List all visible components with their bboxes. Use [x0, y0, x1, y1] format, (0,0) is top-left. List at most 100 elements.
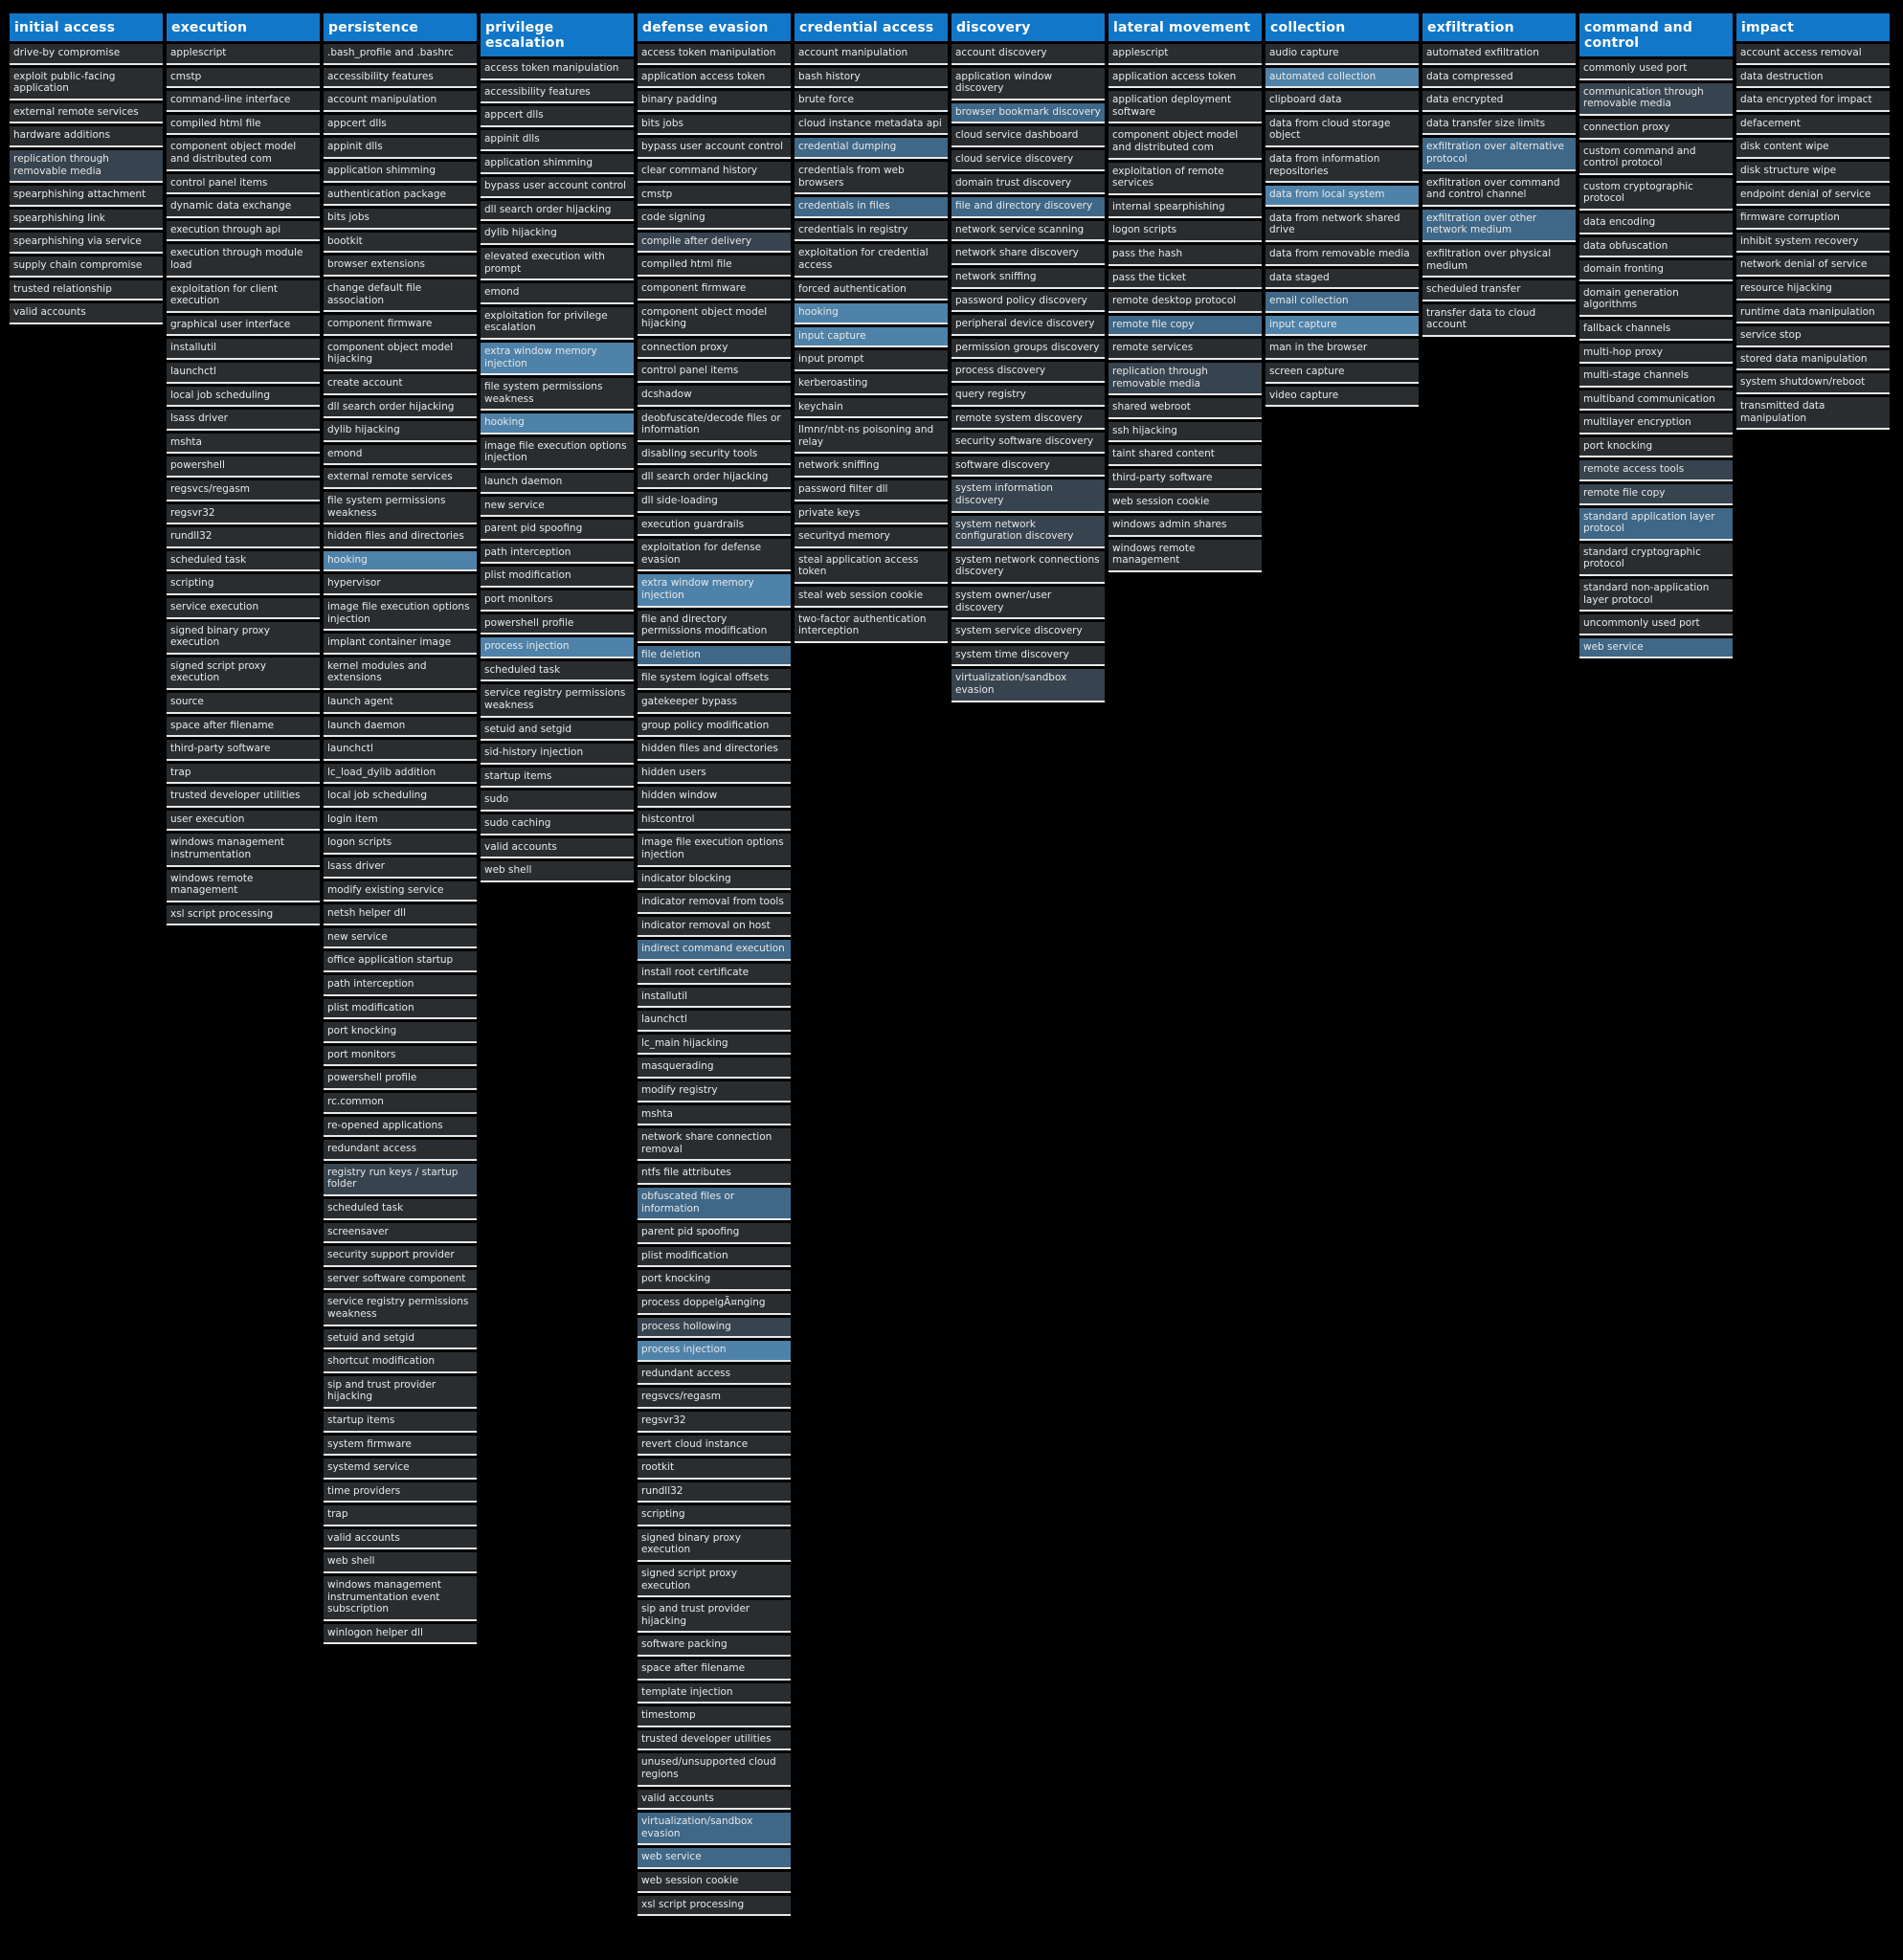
technique-domain-fronting[interactable]: domain fronting	[1579, 260, 1733, 281]
technique-winlogon-helper-dll[interactable]: winlogon helper dll	[324, 1623, 477, 1645]
technique-dynamic-data-exchange[interactable]: dynamic data exchange	[167, 197, 320, 218]
technique-credential-dumping[interactable]: credential dumping	[795, 138, 948, 160]
technique-security-software-discovery[interactable]: security software discovery	[952, 433, 1105, 454]
technique-image-file-execution-options-injection[interactable]: image file execution options injection	[481, 436, 634, 471]
technique-valid-accounts[interactable]: valid accounts	[481, 837, 634, 859]
technique-file-and-directory-discovery[interactable]: file and directory discovery	[952, 197, 1105, 218]
technique-peripheral-device-discovery[interactable]: peripheral device discovery	[952, 315, 1105, 336]
technique-cmstp[interactable]: cmstp	[167, 67, 320, 89]
technique-deobfuscate-decode-files-or-information[interactable]: deobfuscate/decode files or information	[638, 409, 791, 442]
technique-transmitted-data-manipulation[interactable]: transmitted data manipulation	[1736, 397, 1890, 431]
technique-custom-command-and-control-protocol[interactable]: custom command and control protocol	[1579, 142, 1733, 175]
technique-hidden-users[interactable]: hidden users	[638, 763, 791, 785]
technique-credentials-in-registry[interactable]: credentials in registry	[795, 220, 948, 242]
technique-exploitation-for-credential-access[interactable]: exploitation for credential access	[795, 244, 948, 278]
technique-local-job-scheduling[interactable]: local job scheduling	[324, 787, 477, 808]
technique-standard-application-layer-protocol[interactable]: standard application layer protocol	[1579, 507, 1733, 541]
technique-virtualization-sandbox-evasion[interactable]: virtualization/sandbox evasion	[952, 669, 1105, 702]
technique-component-object-model-and-distributed-com[interactable]: component object model and distributed c…	[167, 138, 320, 171]
technique-domain-generation-algorithms[interactable]: domain generation algorithms	[1579, 283, 1733, 317]
technique-standard-cryptographic-protocol[interactable]: standard cryptographic protocol	[1579, 543, 1733, 577]
technique-create-account[interactable]: create account	[324, 374, 477, 395]
technique-security-support-provider[interactable]: security support provider	[324, 1246, 477, 1267]
technique-steal-web-session-cookie[interactable]: steal web session cookie	[795, 586, 948, 608]
technique-ssh-hijacking[interactable]: ssh hijacking	[1108, 421, 1262, 443]
technique-file-system-logical-offsets[interactable]: file system logical offsets	[638, 669, 791, 690]
technique-netsh-helper-dll[interactable]: netsh helper dll	[324, 904, 477, 925]
technique-histcontrol[interactable]: histcontrol	[638, 810, 791, 832]
technique-video-capture[interactable]: video capture	[1265, 386, 1419, 408]
technique-virtualization-sandbox-evasion[interactable]: virtualization/sandbox evasion	[638, 1813, 791, 1846]
technique-xsl-script-processing[interactable]: xsl script processing	[638, 1895, 791, 1917]
technique-access-token-manipulation[interactable]: access token manipulation	[481, 59, 634, 80]
technique-gatekeeper-bypass[interactable]: gatekeeper bypass	[638, 692, 791, 714]
technique-supply-chain-compromise[interactable]: supply chain compromise	[10, 256, 163, 278]
technique-windows-management-instrumentation-event-subscription[interactable]: windows management instrumentation event…	[324, 1576, 477, 1621]
technique-rc-common[interactable]: rc.common	[324, 1093, 477, 1114]
technique-runtime-data-manipulation[interactable]: runtime data manipulation	[1736, 302, 1890, 324]
technique-network-sniffing[interactable]: network sniffing	[795, 457, 948, 478]
technique-web-shell[interactable]: web shell	[481, 861, 634, 882]
technique-remote-file-copy[interactable]: remote file copy	[1579, 484, 1733, 505]
technique-regsvr32[interactable]: regsvr32	[638, 1411, 791, 1433]
technique-sid-history-injection[interactable]: sid-history injection	[481, 744, 634, 765]
technique-dll-side-loading[interactable]: dll side-loading	[638, 491, 791, 513]
technique-install-root-certificate[interactable]: install root certificate	[638, 964, 791, 985]
technique-powershell-profile[interactable]: powershell profile	[481, 613, 634, 635]
technique-port-knocking[interactable]: port knocking	[324, 1022, 477, 1043]
technique-hidden-files-and-directories[interactable]: hidden files and directories	[638, 740, 791, 761]
technique-endpoint-denial-of-service[interactable]: endpoint denial of service	[1736, 185, 1890, 207]
technique-dll-search-order-hijacking[interactable]: dll search order hijacking	[481, 200, 634, 222]
technique-file-and-directory-permissions-modification[interactable]: file and directory permissions modificat…	[638, 610, 791, 643]
technique-installutil[interactable]: installutil	[638, 987, 791, 1009]
technique-process-discovery[interactable]: process discovery	[952, 362, 1105, 383]
technique-access-token-manipulation[interactable]: access token manipulation	[638, 44, 791, 65]
technique-lsass-driver[interactable]: lsass driver	[324, 858, 477, 879]
technique-data-transfer-size-limits[interactable]: data transfer size limits	[1422, 114, 1576, 136]
technique-inhibit-system-recovery[interactable]: inhibit system recovery	[1736, 232, 1890, 254]
technique-stored-data-manipulation[interactable]: stored data manipulation	[1736, 349, 1890, 371]
technique-emond[interactable]: emond	[481, 283, 634, 304]
technique-data-from-information-repositories[interactable]: data from information repositories	[1265, 150, 1419, 184]
technique-third-party-software[interactable]: third-party software	[1108, 468, 1262, 490]
technique-timestomp[interactable]: timestomp	[638, 1706, 791, 1727]
technique-account-manipulation[interactable]: account manipulation	[324, 91, 477, 112]
technique-authentication-package[interactable]: authentication package	[324, 185, 477, 207]
technique-kernel-modules-and-extensions[interactable]: kernel modules and extensions	[324, 657, 477, 690]
technique-password-filter-dll[interactable]: password filter dll	[795, 479, 948, 501]
technique-regsvcs-regasm[interactable]: regsvcs/regasm	[638, 1388, 791, 1409]
technique-change-default-file-association[interactable]: change default file association	[324, 279, 477, 313]
technique-web-session-cookie[interactable]: web session cookie	[638, 1871, 791, 1893]
technique-login-item[interactable]: login item	[324, 810, 477, 832]
technique-installutil[interactable]: installutil	[167, 339, 320, 360]
technique-launch-daemon[interactable]: launch daemon	[481, 473, 634, 494]
technique-brute-force[interactable]: brute force	[795, 91, 948, 112]
technique-cloud-service-dashboard[interactable]: cloud service dashboard	[952, 126, 1105, 148]
technique-web-shell[interactable]: web shell	[324, 1552, 477, 1574]
technique-rootkit[interactable]: rootkit	[638, 1459, 791, 1480]
technique-indirect-command-execution[interactable]: indirect command execution	[638, 940, 791, 962]
technique-data-compressed[interactable]: data compressed	[1422, 67, 1576, 89]
technique-path-interception[interactable]: path interception	[481, 543, 634, 565]
technique-bash-profile-and-bashrc[interactable]: .bash_profile and .bashrc	[324, 44, 477, 65]
technique-component-object-model-and-distributed-com[interactable]: component object model and distributed c…	[1108, 126, 1262, 160]
technique-input-capture[interactable]: input capture	[795, 326, 948, 348]
technique-clipboard-data[interactable]: clipboard data	[1265, 91, 1419, 112]
technique-system-information-discovery[interactable]: system information discovery	[952, 479, 1105, 513]
technique-input-capture[interactable]: input capture	[1265, 315, 1419, 337]
technique-hooking[interactable]: hooking	[481, 413, 634, 434]
technique-valid-accounts[interactable]: valid accounts	[324, 1528, 477, 1550]
technique-query-registry[interactable]: query registry	[952, 386, 1105, 407]
technique-valid-accounts[interactable]: valid accounts	[10, 303, 163, 324]
technique-redundant-access[interactable]: redundant access	[638, 1364, 791, 1386]
technique-lsass-driver[interactable]: lsass driver	[167, 410, 320, 431]
technique-rundll32[interactable]: rundll32	[167, 527, 320, 548]
technique-system-service-discovery[interactable]: system service discovery	[952, 622, 1105, 643]
technique-replication-through-removable-media[interactable]: replication through removable media	[10, 150, 163, 184]
technique-exploitation-for-privilege-escalation[interactable]: exploitation for privilege escalation	[481, 306, 634, 340]
technique-new-service[interactable]: new service	[481, 496, 634, 518]
technique-hypervisor[interactable]: hypervisor	[324, 574, 477, 595]
technique-bypass-user-account-control[interactable]: bypass user account control	[638, 138, 791, 160]
technique-disk-structure-wipe[interactable]: disk structure wipe	[1736, 162, 1890, 183]
technique-web-session-cookie[interactable]: web session cookie	[1108, 492, 1262, 514]
